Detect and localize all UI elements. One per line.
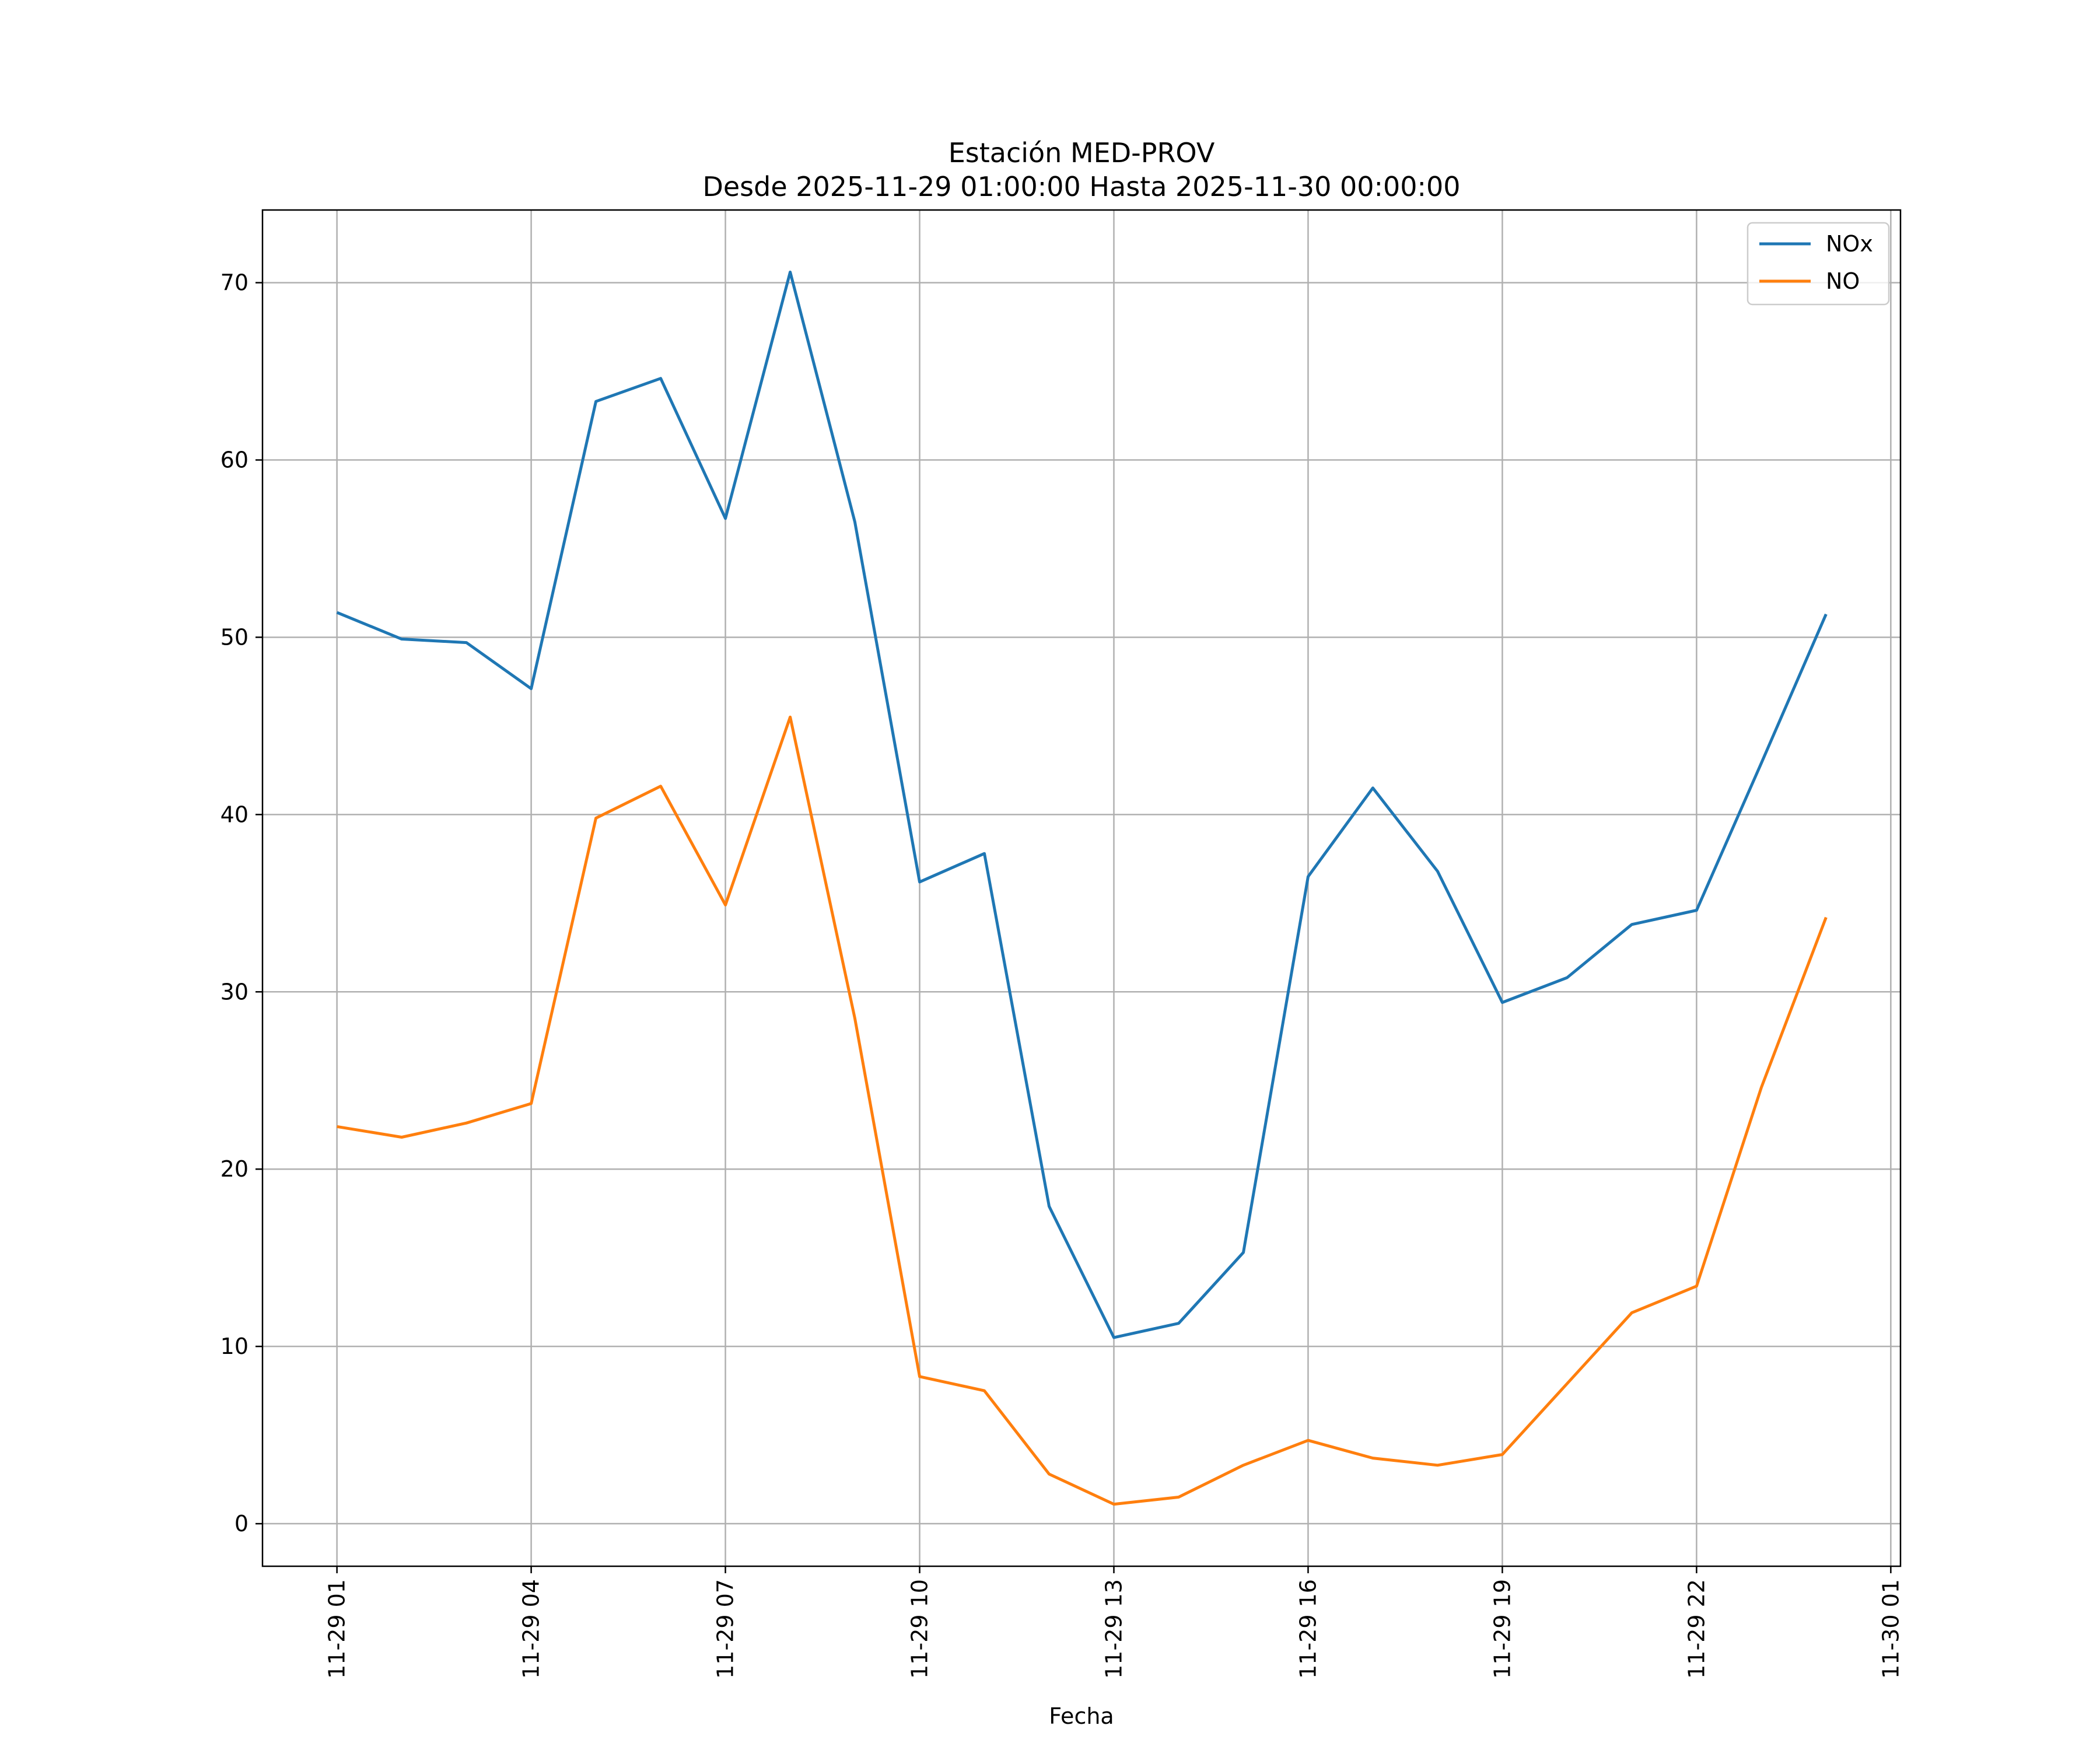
data-point-nox xyxy=(1242,1251,1245,1254)
data-point-no xyxy=(1371,1457,1374,1460)
data-point-nox xyxy=(1565,976,1569,979)
data-point-nox xyxy=(465,641,468,645)
y-tick-label: 0 xyxy=(235,1511,249,1536)
data-point-no xyxy=(1242,1464,1245,1467)
x-tick-label: 11-29 01 xyxy=(324,1579,350,1679)
data-point-nox xyxy=(1436,870,1439,873)
data-point-nox xyxy=(1112,1336,1116,1339)
x-tick-label: 11-29 04 xyxy=(519,1579,544,1679)
data-point-no xyxy=(1824,916,1828,919)
x-tick-label: 11-29 19 xyxy=(1489,1579,1515,1679)
data-point-no xyxy=(659,785,663,788)
data-point-no xyxy=(1112,1503,1116,1506)
data-point-nox xyxy=(1695,909,1698,912)
x-tick-label: 11-29 10 xyxy=(907,1579,933,1679)
data-point-no xyxy=(853,1017,857,1020)
data-point-no xyxy=(400,1136,404,1139)
data-point-nox xyxy=(1177,1322,1181,1325)
chart-subtitle: Desde 2025-11-29 01:00:00 Hasta 2025-11-… xyxy=(702,171,1460,202)
legend-label-nox: NOx xyxy=(1826,231,1873,257)
data-point-no xyxy=(335,1125,339,1128)
data-point-no xyxy=(983,1389,986,1392)
y-tick-label: 10 xyxy=(220,1334,249,1359)
data-point-no xyxy=(789,715,792,719)
grid xyxy=(262,210,1901,1566)
data-point-no xyxy=(594,817,598,820)
data-point-no xyxy=(1565,1382,1569,1385)
data-point-no xyxy=(465,1121,468,1125)
x-tick-label: 11-29 07 xyxy=(713,1579,738,1679)
y-tick-label: 20 xyxy=(220,1156,249,1182)
series-lines xyxy=(335,270,1828,1506)
x-tick-label: 11-29 22 xyxy=(1684,1579,1709,1679)
data-point-nox xyxy=(335,611,339,614)
y-tick-label: 60 xyxy=(220,447,249,473)
data-point-nox xyxy=(1824,612,1828,616)
chart-title: Estación MED-PROV xyxy=(949,137,1215,169)
data-point-nox xyxy=(594,400,598,403)
x-tick-label: 11-29 16 xyxy=(1295,1579,1321,1679)
x-tick-label: 11-30 01 xyxy=(1878,1579,1903,1679)
legend-label-no: NO xyxy=(1826,268,1860,294)
data-point-nox xyxy=(789,270,792,274)
axis-ticks: 0 10 20 30 40 50 60 70 11-29 01 11-29 04 11-29 07 1… xyxy=(220,270,1904,1679)
data-point-nox xyxy=(530,687,533,691)
data-point-no xyxy=(1436,1464,1439,1467)
data-point-no xyxy=(1759,1086,1763,1089)
data-point-nox xyxy=(1500,1001,1504,1005)
data-point-nox xyxy=(918,880,922,884)
x-axis-label: Fecha xyxy=(1049,1703,1114,1729)
data-point-no xyxy=(1048,1472,1051,1476)
x-tick-label: 11-29 13 xyxy=(1101,1579,1126,1679)
data-point-no xyxy=(1307,1438,1310,1442)
y-tick-label: 40 xyxy=(220,802,249,827)
data-point-nox xyxy=(1307,875,1310,878)
plot-frame xyxy=(261,209,1902,1567)
data-point-nox xyxy=(1759,761,1763,765)
data-point-nox xyxy=(1371,786,1374,790)
data-point-no xyxy=(1500,1453,1504,1457)
series-line-nox xyxy=(336,270,1828,1339)
data-point-nox xyxy=(1048,1205,1051,1208)
data-point-no xyxy=(724,903,727,907)
data-point-nox xyxy=(724,517,727,520)
y-tick-label: 50 xyxy=(220,624,249,650)
data-point-no xyxy=(918,1375,922,1378)
y-tick-label: 30 xyxy=(220,979,249,1005)
y-tick-label: 70 xyxy=(220,270,249,296)
data-point-nox xyxy=(1630,923,1633,926)
data-point-nox xyxy=(400,638,404,641)
data-point-nox xyxy=(659,377,663,380)
data-point-no xyxy=(530,1102,533,1105)
data-point-no xyxy=(1695,1284,1698,1288)
data-point-nox xyxy=(853,520,857,524)
data-point-no xyxy=(1630,1311,1633,1314)
data-point-nox xyxy=(983,852,986,855)
data-point-no xyxy=(1177,1496,1181,1499)
series-line-no xyxy=(337,715,1828,1506)
legend: NOx NO xyxy=(1746,222,1890,306)
